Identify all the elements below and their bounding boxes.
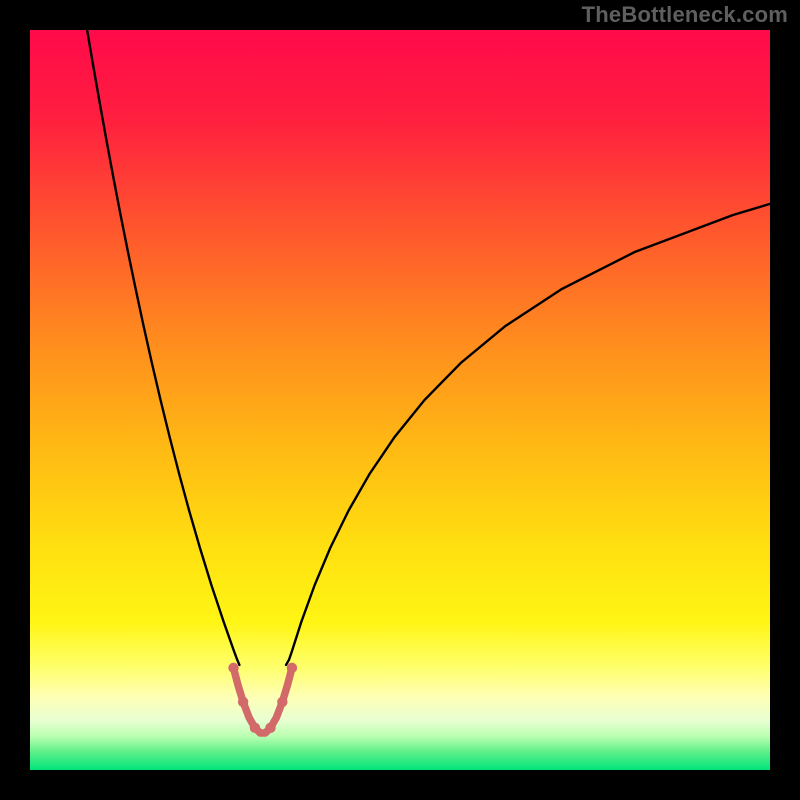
- loop-dot: [228, 663, 238, 673]
- chart-root: TheBottleneck.com: [0, 0, 800, 800]
- watermark-text: TheBottleneck.com: [582, 2, 788, 28]
- plot-panel: [30, 30, 770, 770]
- loop-dot: [265, 723, 275, 733]
- loop-dot: [277, 697, 287, 707]
- loop-dot: [238, 697, 248, 707]
- gradient-background: [30, 30, 770, 770]
- plot-svg: [30, 30, 770, 770]
- loop-dot: [287, 663, 297, 673]
- loop-dot: [250, 723, 260, 733]
